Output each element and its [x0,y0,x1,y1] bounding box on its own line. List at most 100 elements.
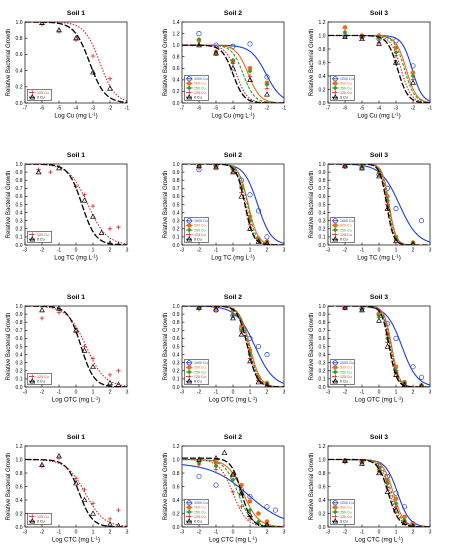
chart-title: Soil 3 [370,152,388,159]
data-point-c0 [90,510,96,516]
series-c0 [328,33,430,103]
data-point-c0 [56,164,62,171]
x-axis-label: Log OTC (mg L-1) [355,395,403,403]
y-tick-label: 0.7 [319,328,326,334]
y-tick-label: 0.2 [16,511,23,517]
data-point-c0 [401,519,408,526]
x-tick-label: -7 [180,106,185,112]
data-point-c0 [56,26,62,33]
data-point-c0 [384,488,391,495]
legend-label-c0: 0 Cu [194,96,202,100]
data-point-c250 [342,29,348,35]
x-tick-label: 3 [126,390,129,396]
data-point-c125 [264,86,270,91]
data-point-c0 [264,521,270,527]
data-point-c125 [187,232,192,237]
data-point-c125 [73,476,79,481]
y-axis-label: Relative Bacterial Growth [163,453,169,521]
data-point-c0 [39,22,45,25]
y-tick-label: 0.3 [16,361,23,367]
x-tick-label: 2 [266,248,269,254]
x-tick-label: -1 [214,530,219,536]
x-tick-label: 1 [249,530,252,536]
data-point-c125 [342,460,348,465]
data-point-c125 [187,90,192,95]
data-point-c500 [264,519,270,524]
y-tick-label: 0.4 [173,352,180,358]
y-tick-label: 0.1 [173,235,180,241]
series-c0 [182,306,284,387]
y-tick-label: 0.4 [319,352,326,358]
data-point-c1000 [393,335,399,341]
y-tick-label: 0.4 [173,210,180,216]
data-point-c0 [393,371,399,377]
x-axis-label: Log OTC (mg L-1) [209,395,257,403]
x-tick-label: -2 [197,390,202,396]
y-tick-label: 0.2 [319,369,326,375]
data-point-c0 [81,496,88,503]
x-tick-label: -3 [394,106,399,112]
legend-box [27,373,52,385]
data-point-c125 [56,310,62,315]
legend-label-c500: 500 Cu [340,82,352,86]
data-point-c125 [393,53,399,58]
chart-title: Soil 1 [67,152,85,159]
data-point-c1000 [410,364,416,370]
data-point-c0 [376,173,382,179]
x-tick-label: 0 [378,530,381,536]
x-tick-label: 2 [109,390,112,396]
data-point-c0 [342,306,348,310]
data-point-c250 [213,463,219,469]
data-point-c0 [213,50,219,56]
y-tick-label: 0.0 [319,385,326,391]
data-point-c125 [333,374,338,379]
data-point-c1000 [213,482,219,488]
x-axis-label: Log TC (mg L-1) [54,253,98,261]
data-point-c250 [385,480,390,486]
data-point-c250 [393,500,399,506]
data-point-c500 [186,223,192,228]
x-tick-label: -3 [180,530,185,536]
x-axis-label: Log CTC (mg L-1) [52,535,100,543]
legend-label-c1000: 1000 Cu [194,361,208,365]
x-axis-label: Log CTC (mg L-1) [209,535,257,543]
legend-label-c250: 250 Cu [194,510,206,514]
data-point-c0 [90,213,96,219]
y-tick-label: 0.8 [173,178,180,184]
data-point-c250 [186,369,192,375]
x-tick-label: -3 [248,106,253,112]
y-tick-label: 0.4 [16,352,23,358]
data-point-c0 [186,518,193,524]
data-point-c125 [230,489,236,495]
y-tick-label: 0.7 [16,328,23,334]
x-tick-label: -6 [40,106,45,112]
data-point-c0 [401,381,408,387]
y-tick-label: 0.8 [16,320,23,326]
y-tick-label: 0.2 [16,369,23,375]
x-tick-label: -1 [428,106,433,112]
y-tick-label: 1.0 [16,162,23,168]
x-tick-label: 0 [75,248,78,254]
y-tick-label: 0.0 [319,525,326,531]
x-tick-label: -1 [360,248,365,254]
x-tick-label: 3 [283,248,286,254]
y-tick-label: 0.9 [319,170,326,176]
data-point-c500 [393,496,399,501]
chart-panel-5: Soil 2 -3 -2 -1 0 1 2 3 0.0 0.1 0.2 0.3 0.4 0.5 0.6 0.7… [163,152,286,262]
y-tick-label: 0.2 [173,89,180,95]
data-point-c0 [264,382,270,387]
data-point-c0 [116,522,121,527]
x-tick-label: 3 [429,248,432,254]
fit-curve-c0 [328,34,430,103]
data-point-c0 [107,240,113,245]
data-point-c0 [81,197,88,203]
data-point-c125 [239,504,244,509]
y-tick-label: 0.6 [173,66,180,72]
y-tick-label: 0.2 [173,227,180,233]
x-tick-label: -5 [214,106,219,112]
data-point-c1000 [264,352,270,358]
data-point-c125 [196,462,202,468]
y-tick-label: 0.8 [319,178,326,184]
data-point-c0 [29,518,36,524]
